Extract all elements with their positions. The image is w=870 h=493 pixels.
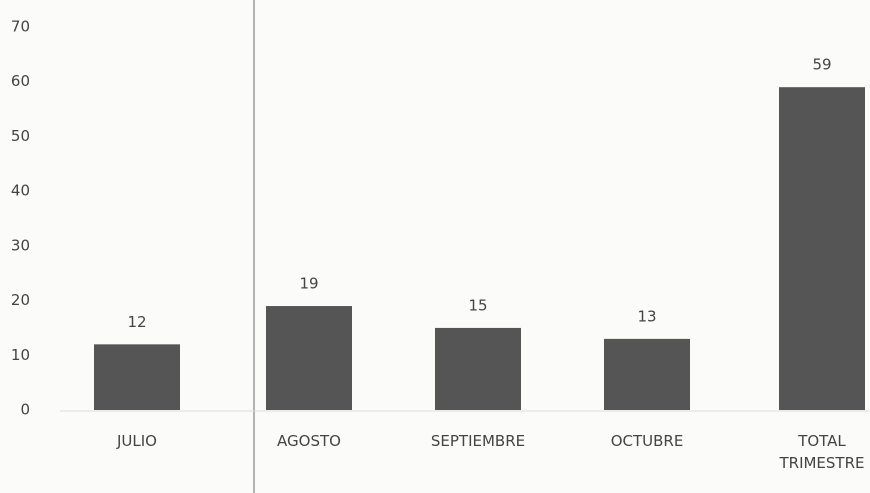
y-tick-label: 20 — [11, 291, 30, 309]
data-label: 19 — [299, 275, 318, 293]
data-label: 13 — [637, 307, 656, 325]
x-tick-label: TOTAL TRIMESTRE — [779, 432, 865, 472]
data-label: 15 — [468, 296, 487, 314]
data-label: 12 — [127, 313, 146, 331]
y-tick-label: 30 — [11, 236, 30, 254]
x-tick-label: AGOSTO — [277, 432, 341, 450]
x-tick-label: OCTUBRE — [610, 432, 684, 450]
data-label: 59 — [812, 56, 831, 74]
bar — [604, 338, 690, 410]
x-tick-label: JULIO — [117, 432, 157, 450]
y-tick-label: 60 — [11, 72, 30, 90]
bar — [266, 306, 352, 410]
y-tick-label: 0 — [20, 401, 30, 419]
y-tick-label: 10 — [11, 346, 30, 364]
x-tick-label: SEPTIEMBRE — [430, 432, 526, 450]
y-tick-label: 50 — [11, 127, 30, 145]
bar — [94, 344, 180, 410]
bar — [435, 327, 521, 410]
y-tick-label: 40 — [11, 182, 30, 200]
bar — [779, 87, 865, 410]
y-tick-label: 70 — [11, 18, 30, 36]
